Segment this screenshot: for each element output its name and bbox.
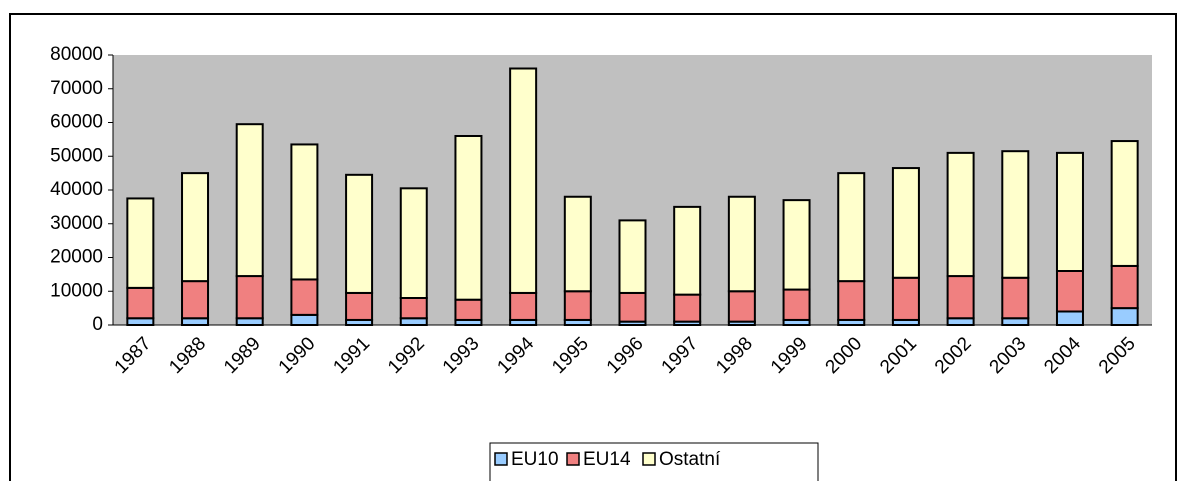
bar-segment: [345, 173, 374, 294]
bar-segment: [235, 123, 264, 278]
legend-swatch: [566, 452, 580, 466]
bar-segment: [1055, 270, 1084, 313]
bar-segment: [891, 276, 920, 321]
bar-segment: [1001, 276, 1030, 320]
bar-segment: [837, 280, 866, 321]
bar-segment: [946, 275, 975, 320]
bar-segment: [891, 167, 920, 279]
y-tick-label: 80000: [50, 44, 103, 65]
legend-label: EU14: [583, 449, 631, 470]
bar-segment: [454, 298, 483, 321]
bar-segment: [1110, 307, 1139, 326]
bar-segment: [290, 278, 319, 316]
legend-swatch: [642, 452, 656, 466]
bar-segment: [235, 275, 264, 320]
bar-segment: [1110, 264, 1139, 310]
bar-segment: [126, 286, 155, 320]
y-tick-label: 60000: [50, 112, 103, 133]
bar-segment: [181, 317, 210, 326]
bar-segment: [727, 195, 756, 293]
bar-segment: [782, 288, 811, 321]
bar-segment: [1055, 151, 1084, 272]
bar-segment: [1110, 140, 1139, 267]
y-tick-label: 0: [92, 314, 103, 335]
bar-segment: [673, 293, 702, 323]
y-tick-label: 10000: [50, 280, 103, 301]
bar-segment: [399, 187, 428, 299]
bar-segment: [563, 195, 592, 293]
bar-segment: [509, 67, 538, 294]
bar-segment: [618, 219, 647, 294]
bar-segment: [837, 172, 866, 283]
bar-segment: [946, 151, 975, 278]
y-tick-label: 20000: [50, 247, 103, 268]
bar-segment: [126, 197, 155, 289]
bar-segment: [454, 135, 483, 301]
bar-segment: [290, 313, 319, 326]
bar-segment: [618, 291, 647, 323]
bar-segment: [1055, 310, 1084, 326]
bar-segment: [345, 291, 374, 321]
bar-segment: [727, 290, 756, 323]
bar-segment: [181, 172, 210, 283]
y-tick-label: 40000: [50, 179, 103, 200]
y-tick-label: 30000: [50, 213, 103, 234]
bar-segment: [235, 317, 264, 326]
bar-segment: [1001, 317, 1030, 326]
bar-segment: [1001, 150, 1030, 279]
bar-segment: [290, 143, 319, 281]
bar-segment: [399, 297, 428, 320]
bar-segment: [399, 317, 428, 326]
bar-segment: [673, 205, 702, 296]
legend-label: EU10: [511, 449, 559, 470]
bar-segment: [946, 317, 975, 326]
bar-segment: [509, 291, 538, 321]
legend-label: Ostatní: [659, 449, 721, 470]
bar-segment: [181, 280, 210, 320]
bar-segment: [563, 290, 592, 321]
bar-segment: [126, 317, 155, 326]
y-tick-label: 50000: [50, 145, 103, 166]
legend-swatch: [494, 452, 508, 466]
y-tick-label: 70000: [50, 78, 103, 99]
bar-segment: [782, 199, 811, 291]
